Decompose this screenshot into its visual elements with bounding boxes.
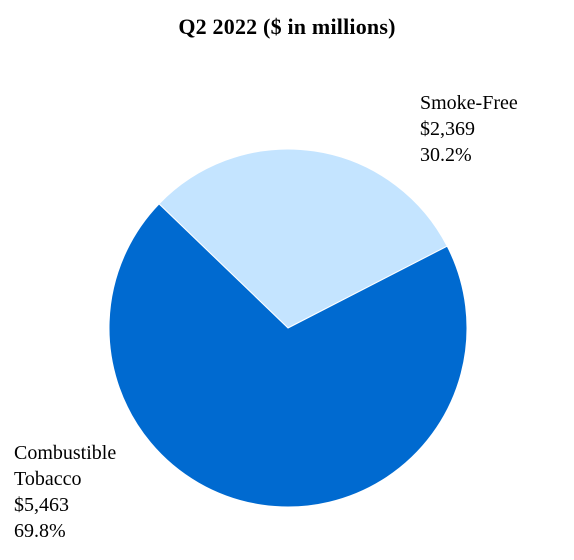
pie-slices <box>108 148 468 508</box>
slice-label-smoke-free-name: Smoke-Free <box>420 92 518 114</box>
slice-label-combustible-tobacco: Combustible Tobacco $5,463 69.8% <box>14 440 116 544</box>
pie-slice-smoke-free <box>158 148 448 329</box>
slice-label-combustible-tobacco-name-line-2: Tobacco <box>14 468 82 490</box>
slice-label-combustible-tobacco-value: $5,463 <box>14 494 69 516</box>
slice-label-smoke-free: Smoke-Free $2,369 30.2% <box>420 90 518 168</box>
slice-label-combustible-tobacco-name-line-1: Combustible <box>14 442 117 464</box>
slice-label-smoke-free-percent: 30.2% <box>420 144 472 166</box>
slice-label-smoke-free-value: $2,369 <box>420 118 475 140</box>
pie-slice-combustible-tobacco <box>108 203 468 508</box>
slice-label-combustible-tobacco-percent: 69.8% <box>14 520 66 542</box>
chart-title: Q2 2022 ($ in millions) <box>178 14 396 39</box>
